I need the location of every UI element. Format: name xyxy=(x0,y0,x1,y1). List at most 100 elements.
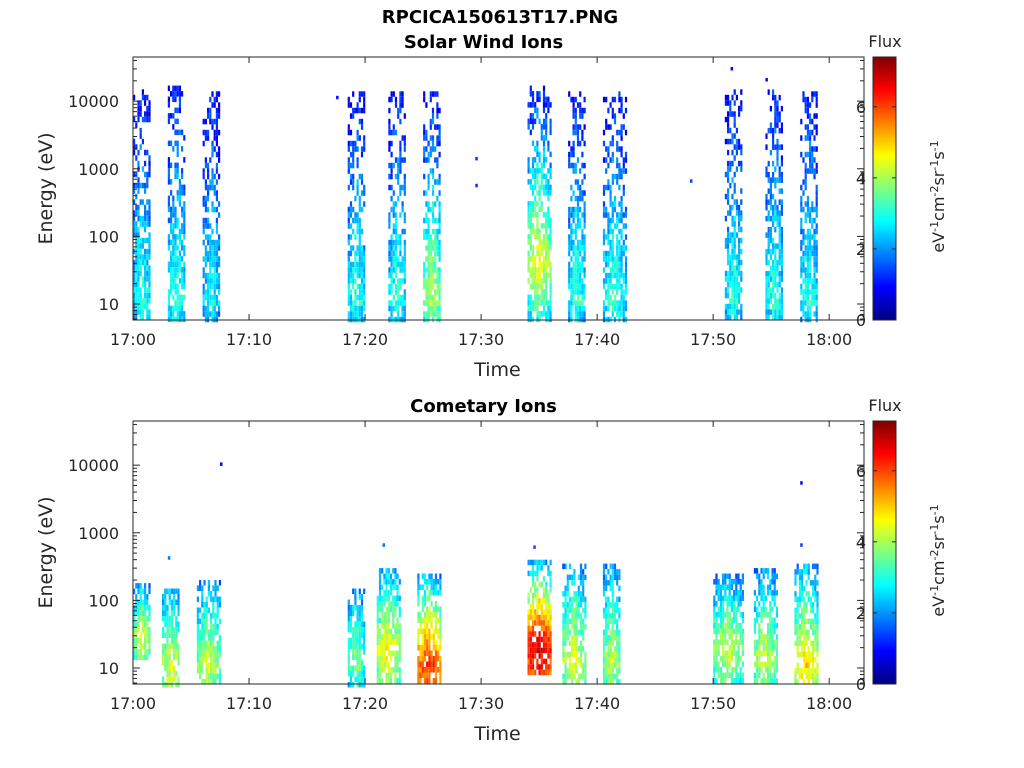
heatmap-cell-scan-3 xyxy=(349,113,353,119)
heatmap-cell-scan-9 xyxy=(731,133,734,139)
heatmap-cell-scan-7 xyxy=(566,580,569,586)
heatmap-cell-scan-9 xyxy=(726,667,729,673)
heatmap-cell-scan-1 xyxy=(166,616,169,622)
heatmap-cell-scan-5 xyxy=(439,590,442,596)
heatmap-cell-scan-11 xyxy=(804,124,807,130)
heatmap-cell-scan-4 xyxy=(388,305,391,312)
heatmap-cell-scan-2 xyxy=(218,173,221,180)
heatmap-cell-scan-1 xyxy=(162,599,165,605)
heatmap-cell-scan-6 xyxy=(534,647,537,654)
heatmap-cell-scan-7 xyxy=(583,267,586,273)
heatmap-cell-scan-9 xyxy=(713,650,716,656)
heatmap-cell-scan-8 xyxy=(616,646,619,652)
heatmap-cell-scan-5 xyxy=(427,201,430,207)
heatmap-cell-scan-6 xyxy=(542,162,546,169)
heatmap-cell-scan-6 xyxy=(540,179,543,185)
heatmap-cell-scan-6 xyxy=(527,102,530,108)
heatmap-cell-scan-3 xyxy=(352,311,355,317)
heatmap-cell-scan-1 xyxy=(178,239,181,246)
heatmap-cell-scan-7 xyxy=(574,212,577,218)
heatmap-cell-scan-6 xyxy=(542,245,546,251)
heatmap-cell-scan-1 xyxy=(181,311,184,317)
heatmap-cell-scan-2 xyxy=(214,646,217,652)
heatmap-cell-scan-8 xyxy=(613,657,617,663)
heatmap-cell-scan-8 xyxy=(611,261,614,268)
heatmap-cell-scan-8 xyxy=(613,195,617,202)
heatmap-cell-scan-9 xyxy=(735,94,738,101)
heatmap-cell-scan-3 xyxy=(352,162,355,169)
heatmap-cell-scan-9 xyxy=(733,254,736,260)
heatmap-cell-scan-11 xyxy=(798,596,801,603)
heatmap-cell-scan-0 xyxy=(139,144,142,150)
heatmap-cell-scan-2 xyxy=(202,228,205,235)
heatmap-cell-scan-8 xyxy=(605,624,608,630)
heatmap-cell-scan-9 xyxy=(733,155,736,161)
heatmap-cell-scan-8 xyxy=(605,651,608,658)
heatmap-cell-scan-7 xyxy=(562,640,565,647)
heatmap-cell-scan-6 xyxy=(536,179,539,185)
heatmap-cell-scan-9 xyxy=(733,182,736,189)
heatmap-cell-scan-5 xyxy=(438,278,441,284)
heatmap-cell-scan-7 xyxy=(581,162,584,169)
heatmap-cell-scan-9 xyxy=(727,188,730,194)
heatmap-cell-scan-7 xyxy=(570,96,573,103)
heatmap-cell-scan-10 xyxy=(780,303,783,310)
x-tick-label: 17:10 xyxy=(226,330,272,349)
heatmap-cell-scan-9 xyxy=(722,573,725,579)
heatmap-cell-scan-7 xyxy=(571,580,574,586)
heatmap-cell-scan-8 xyxy=(607,261,610,268)
heatmap-cell-scan-6 xyxy=(534,272,537,279)
heatmap-cell-scan-7 xyxy=(568,300,571,306)
heatmap-cell-scan-2 xyxy=(218,201,221,207)
heatmap-cell-scan-9 xyxy=(735,623,738,629)
heatmap-cell-scan-6 xyxy=(538,300,541,306)
heatmap-cell-scan-10 xyxy=(760,639,763,646)
heatmap-cell-scan-2 xyxy=(214,662,217,668)
heatmap-cell-scan-7 xyxy=(572,206,575,213)
heatmap-cell-scan-2 xyxy=(210,662,213,668)
heatmap-cell-scan-10 xyxy=(756,678,759,684)
heatmap-cell-scan-7 xyxy=(564,668,567,674)
heatmap-cell-scan-10 xyxy=(767,628,770,635)
heatmap-cell-scan-6 xyxy=(545,173,548,180)
heatmap-cell-scan-2 xyxy=(202,294,205,301)
heatmap-cell-scan-8 xyxy=(602,613,606,619)
heatmap-cell-scan-6 xyxy=(542,234,546,240)
heatmap-cell-scan-9 xyxy=(729,105,732,112)
heatmap-cell-scan-8 xyxy=(622,311,625,317)
heatmap-cell-scan-9 xyxy=(735,259,738,266)
heatmap-cell-scan-7 xyxy=(583,140,586,147)
heatmap-cell-scan-11 xyxy=(803,662,806,669)
heatmap-cell-scan-7 xyxy=(566,618,569,625)
heatmap-cell-scan-5 xyxy=(425,289,428,295)
heatmap-cell-scan-6 xyxy=(538,184,541,191)
heatmap-cell-scan-7 xyxy=(583,289,586,295)
heatmap-cell-scan-8 xyxy=(611,574,614,581)
heatmap-cell-scan-2 xyxy=(213,102,216,108)
heatmap-cell-scan-11 xyxy=(812,580,815,586)
heatmap-cell-scan-1 xyxy=(183,278,186,284)
heatmap-cell-scan-5 xyxy=(436,102,439,108)
heatmap-cell-scan-3 xyxy=(363,146,366,152)
heatmap-cell-scan-4 xyxy=(392,190,395,196)
heatmap-cell-scan-3 xyxy=(360,173,364,180)
heatmap-cell-scan-1 xyxy=(172,250,175,257)
heatmap-cell-scan-7 xyxy=(583,223,586,229)
heatmap-cell-scan-6 xyxy=(540,559,543,566)
heatmap-cell-scan-10 xyxy=(778,309,781,315)
heatmap-cell-scan-2 xyxy=(203,635,206,641)
heatmap-cell-scan-4 xyxy=(390,239,393,246)
heatmap-cell-scan-1 xyxy=(164,616,167,622)
heatmap-cell-scan-2 xyxy=(218,212,221,218)
heatmap-cell-scan-3 xyxy=(356,671,359,677)
heatmap-cell-scan-0 xyxy=(144,605,147,611)
heatmap-cell-scan-6 xyxy=(527,179,530,185)
heatmap-cell-scan-6 xyxy=(547,647,550,654)
heatmap-cell-scan-9 xyxy=(726,595,729,601)
heatmap-cell-scan-5 xyxy=(439,628,442,634)
heatmap-cell-scan-2 xyxy=(207,300,210,306)
heatmap-cell-scan-11 xyxy=(807,618,810,625)
heatmap-cell-scan-8 xyxy=(605,272,608,279)
heatmap-cell-scan-1 xyxy=(170,256,173,262)
heatmap-cell-scan-7 xyxy=(568,563,572,570)
